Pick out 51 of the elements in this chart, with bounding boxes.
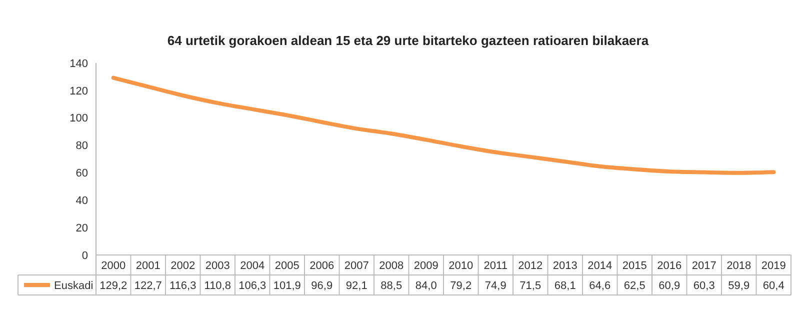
x-tick-label: 2017 — [692, 260, 716, 272]
data-label: 62,5 — [624, 280, 646, 292]
data-label: 60,4 — [762, 280, 784, 292]
data-label: 59,9 — [728, 280, 750, 292]
data-label: 96,9 — [311, 280, 333, 292]
data-label: 92,1 — [346, 280, 368, 292]
data-label: 60,9 — [658, 280, 680, 292]
x-tick-label: 2016 — [657, 260, 682, 272]
x-tick-label: 2014 — [588, 260, 612, 272]
y-tick-label: 140 — [70, 58, 88, 70]
x-tick-label: 2012 — [518, 260, 543, 272]
chart-title: 64 urtetik gorakoen aldean 15 eta 29 urte bitarteko gazteen ratioaren bilakaera — [167, 33, 650, 48]
y-tick-label: 40 — [76, 194, 88, 207]
x-tick-label: 2003 — [205, 260, 230, 272]
x-tick-label: 2002 — [170, 260, 196, 272]
x-tick-label: 2010 — [448, 260, 474, 272]
data-label: 74,9 — [484, 280, 506, 292]
x-tick-label: 2019 — [761, 260, 786, 272]
data-label: 79,2 — [450, 280, 472, 292]
x-tick-label: 2006 — [310, 260, 334, 272]
y-tick-label: 60 — [76, 168, 88, 180]
y-tick-label: 120 — [70, 85, 88, 98]
x-tick-label: 2009 — [414, 260, 438, 272]
data-label: 60,3 — [693, 280, 715, 292]
y-tick-label: 100 — [70, 112, 88, 125]
data-label: 68,1 — [554, 280, 576, 292]
y-tick-label: 0 — [82, 250, 88, 262]
data-label: 101,9 — [273, 280, 301, 292]
data-label: 88,5 — [380, 280, 402, 292]
x-tick-label: 2000 — [101, 260, 126, 272]
legend-label: Euskadi — [54, 280, 94, 292]
x-tick-label: 2013 — [552, 260, 578, 272]
x-tick-label: 2015 — [622, 260, 647, 272]
data-label: 116,3 — [170, 280, 196, 292]
line-series — [111, 76, 776, 175]
x-tick-label: 2018 — [726, 260, 752, 272]
data-label: 129,2 — [100, 280, 128, 292]
x-tick-label: 2004 — [240, 260, 265, 272]
x-tick-label: 2008 — [379, 260, 404, 272]
y-tick-label: 20 — [76, 222, 88, 234]
data-label: 106,3 — [238, 280, 266, 292]
x-tick-label: 2001 — [136, 260, 160, 272]
x-tick-label: 2011 — [484, 260, 508, 272]
x-tick-label: 2005 — [274, 260, 300, 272]
data-label: 64,6 — [589, 280, 611, 292]
data-label: 122,7 — [134, 280, 162, 292]
data-label: 110,8 — [204, 280, 231, 292]
y-tick-label: 80 — [76, 140, 88, 152]
data-label: 71,5 — [520, 280, 542, 292]
x-tick-label: 2007 — [344, 260, 369, 272]
data-label: 84,0 — [415, 280, 437, 292]
